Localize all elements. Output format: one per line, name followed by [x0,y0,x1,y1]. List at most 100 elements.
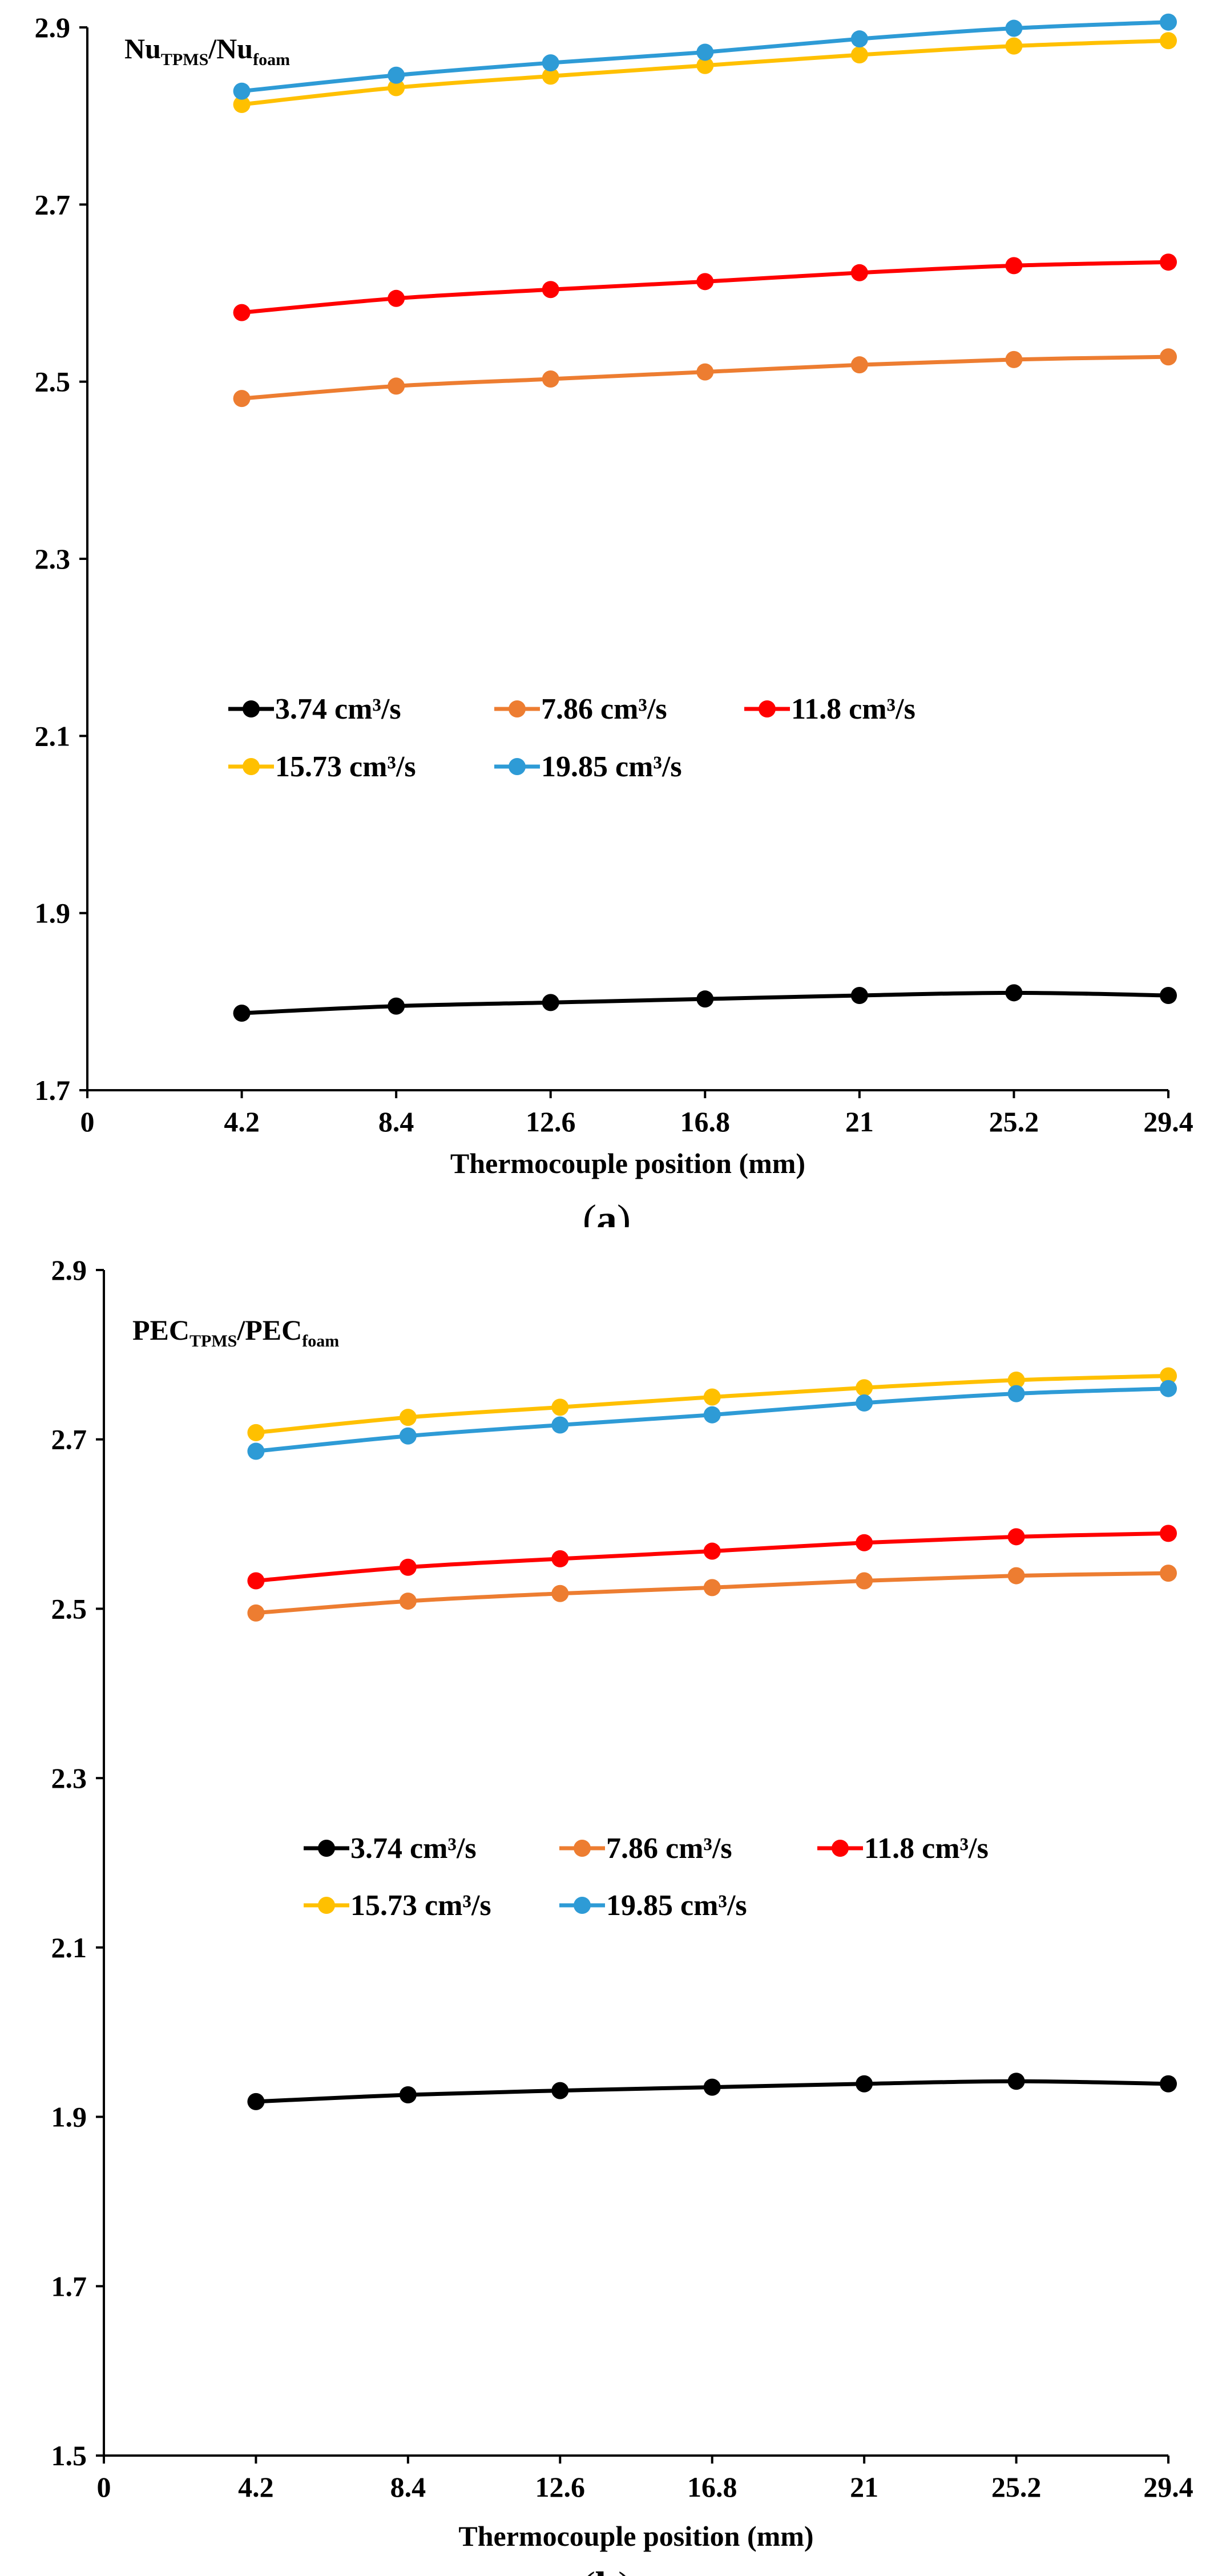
legend-swatch-marker-0 [243,700,260,717]
legend-label-2: 11.8 cm³/s [864,1832,989,1865]
data-point-s0-p2 [551,2082,569,2099]
data-point-s2-p0 [233,304,251,321]
data-point-s0-p0 [233,1005,251,1022]
data-point-s3-p3 [696,57,714,74]
y-tick-label: 2.3 [35,543,71,575]
x-tick-label: 25.2 [989,1106,1039,1138]
x-tick-label: 29.4 [1143,1106,1193,1138]
data-point-s2-p6 [1160,1525,1177,1542]
legend-swatch-marker-3 [318,1897,335,1914]
y-axis-label-sub1: TPMS [189,1332,237,1351]
data-point-s2-p5 [1007,1528,1025,1546]
data-point-s3-p1 [399,1409,417,1426]
legend-swatch-marker-1 [574,1840,591,1857]
y-tick-label: 2.7 [35,188,71,220]
data-point-s1-p3 [696,363,714,381]
caption-open-paren: ( [582,2563,595,2576]
figure-caption: (b) [582,2563,632,2576]
data-point-s2-p1 [388,289,405,307]
x-tick-label: 25.2 [991,2471,1042,2503]
x-tick-label: 4.2 [238,2471,274,2503]
data-point-s3-p5 [1005,37,1023,55]
legend-label-3: 15.73 cm³/s [275,751,416,783]
data-point-s0-p2 [542,994,559,1011]
data-point-s2-p3 [703,1542,721,1560]
y-tick-label: 1.7 [35,1074,71,1106]
caption-letter: b [595,2563,618,2576]
data-point-s1-p4 [856,1572,873,1590]
data-point-s0-p3 [703,2078,721,2096]
data-point-s1-p5 [1007,1567,1025,1585]
data-point-s0-p0 [247,2093,265,2110]
data-point-s4-p5 [1007,1385,1025,1402]
data-point-s3-p2 [542,67,559,85]
x-tick-label: 16.8 [687,2471,737,2503]
x-tick-label: 12.6 [526,1106,576,1138]
x-tick-label: 4.2 [224,1106,260,1138]
data-point-s3-p3 [703,1388,721,1406]
data-point-s1-p0 [233,390,251,408]
data-point-s2-p6 [1160,253,1177,271]
legend-label-3: 15.73 cm³/s [350,1889,491,1922]
data-point-s3-p6 [1160,32,1177,50]
y-tick-label: 2.1 [35,720,71,752]
data-point-s0-p6 [1160,986,1177,1004]
data-point-s1-p0 [247,1604,265,1622]
data-point-s0-p4 [856,2075,873,2093]
y-tick-label: 2.5 [51,1593,87,1624]
x-tick-label: 21 [845,1106,874,1138]
figure-caption: (a) [583,1196,631,1227]
x-tick-label: 8.4 [390,2471,426,2503]
y-axis-label-main2: PEC [245,1314,302,1346]
legend-swatch-marker-4 [574,1897,591,1914]
x-axis-title: Thermocouple position (mm) [458,2520,813,2552]
data-point-s4-p6 [1160,1380,1177,1397]
data-point-s1-p6 [1160,348,1177,366]
legend-label-1: 7.86 cm³/s [606,1832,732,1865]
y-tick-label: 2.9 [35,11,71,43]
data-point-s2-p5 [1005,257,1023,275]
y-axis-label-sep: / [208,33,217,64]
y-axis-label-main1: Nu [124,33,161,64]
legend-label-2: 11.8 cm³/s [791,693,915,725]
legend-swatch-marker-3 [243,758,260,775]
legend-label-4: 19.85 cm³/s [606,1889,747,1922]
x-tick-label: 29.4 [1143,2471,1193,2503]
data-point-s4-p0 [247,1442,265,1460]
data-point-s3-p4 [856,1379,873,1397]
legend-label-0: 3.74 cm³/s [275,693,401,725]
y-tick-label: 2.3 [51,1762,87,1794]
data-point-s1-p2 [542,370,559,388]
x-axis-title: Thermocouple position (mm) [450,1147,805,1179]
y-axis-label: PECTPMS/PECfoam [132,1314,339,1351]
data-point-s0-p5 [1005,984,1023,1002]
y-axis-label-sub2: foam [302,1332,339,1351]
legend-swatch-marker-1 [509,700,526,717]
data-point-s3-p0 [247,1424,265,1441]
data-point-s4-p0 [233,82,251,100]
y-axis-label-main1: PEC [132,1314,189,1346]
data-point-s0-p1 [388,997,405,1015]
chart-nu-ratio: 1.7 1.9 2.1 2.3 2.5 2.7 2.9 0 4.2 8.4 12.6 16.8 21 25… [35,11,1193,1227]
data-point-s2-p4 [856,1534,873,1551]
data-point-s3-p4 [850,46,868,64]
data-point-s4-p4 [850,30,868,48]
data-point-s4-p3 [703,1406,721,1424]
y-tick-label: 1.7 [51,2270,87,2302]
data-point-s3-p0 [233,95,251,113]
data-point-s0-p6 [1160,2075,1177,2093]
x-tick-label: 0 [80,1106,95,1138]
chart-pec-ratio: 1.5 1.7 1.9 2.1 2.3 2.5 2.7 2.9 0 4.2 8.4 12.6 16.8 2… [51,1254,1193,2576]
data-point-s3-p1 [388,79,405,96]
y-axis-label-sub2: foam [253,50,290,69]
data-point-s0-p3 [696,990,714,1008]
x-tick-label: 0 [97,2471,111,2503]
data-point-s4-p5 [1005,19,1023,37]
legend-label-1: 7.86 cm³/s [541,693,667,725]
data-point-s2-p4 [850,264,868,281]
data-point-s1-p1 [399,1593,417,1610]
data-point-s1-p2 [551,1585,569,1602]
data-point-s4-p1 [399,1427,417,1445]
y-tick-label: 2.5 [35,366,71,398]
data-point-s4-p6 [1160,13,1177,31]
